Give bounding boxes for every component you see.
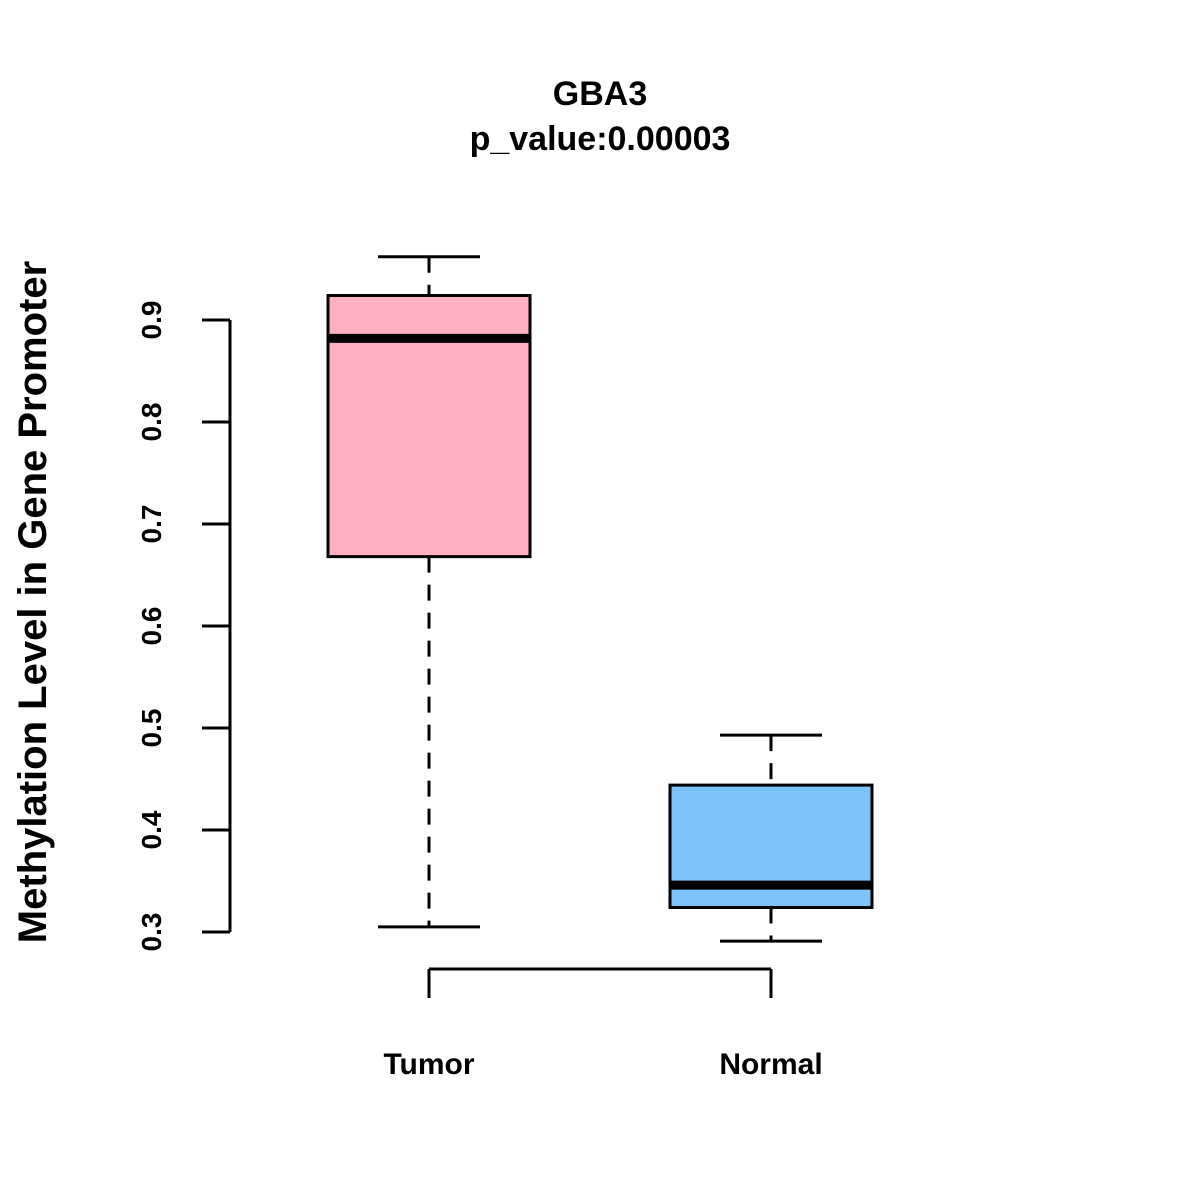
y-tick-label-2: 0.5 [136,709,167,748]
x-label-normal: Normal [719,1048,822,1081]
y-tick-label-4: 0.7 [136,505,167,544]
significance-bracket [427,967,773,998]
y-tick-label-5: 0.8 [136,403,167,442]
x-label-tumor: Tumor [383,1048,474,1081]
y-tick-label-6: 0.9 [136,301,167,340]
chart-title: GBA3 [553,75,647,113]
box-normal [668,733,874,943]
box-tumor [326,255,532,929]
chart-subtitle: p_value:0.00003 [470,120,731,158]
boxes-group [326,255,874,943]
y-tick-label-3: 0.6 [136,607,167,646]
y-axis-label: Methylation Level in Gene Promoter [11,261,55,943]
y-axis: 0.3 0.4 0.5 0.6 0.7 0.8 0.9 [136,301,232,952]
y-tick-label-1: 0.4 [136,810,167,849]
y-tick-label-0: 0.3 [136,913,167,952]
x-axis-labels: Tumor Normal [383,1048,822,1081]
